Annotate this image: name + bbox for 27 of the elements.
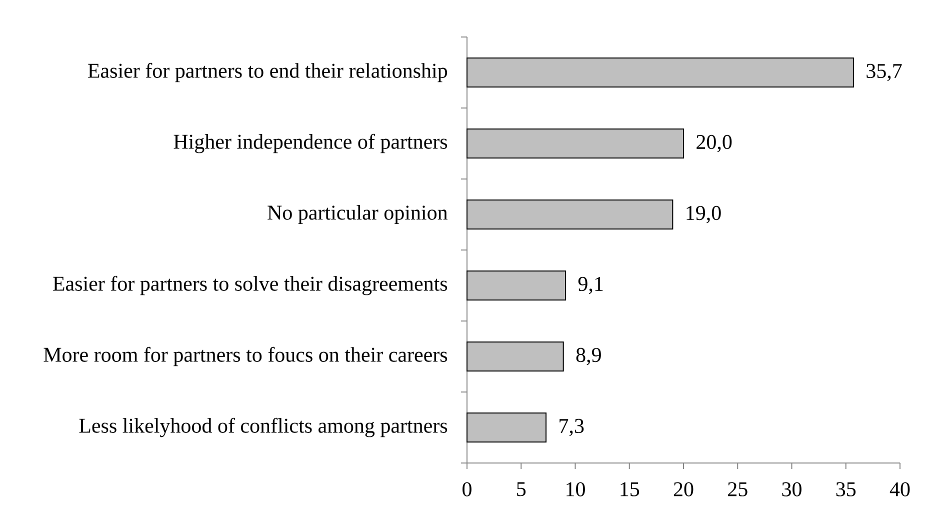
data-label: 35,7 (866, 64, 902, 82)
bar (466, 128, 684, 158)
y-tick-label: Easier for partners to solve their disagreements (53, 276, 448, 296)
y-tick-label: Higher independence of partners (174, 134, 448, 154)
data-label: 20,0 (696, 134, 732, 152)
x-tick-label: 10 (566, 482, 585, 496)
bar (466, 200, 674, 230)
y-tick-label: No particular opinion (268, 204, 448, 224)
bar (466, 342, 564, 372)
data-label: 7,3 (560, 418, 584, 436)
bar (466, 412, 547, 443)
x-tick-label: 35 (836, 482, 856, 496)
y-tick-label: Easier for partners to end their relationship (88, 62, 448, 82)
x-tick-label: 0 (462, 482, 472, 496)
y-tick-label: More room for partners to foucs on their careers (44, 346, 448, 366)
data-label: 9,1 (578, 276, 603, 294)
x-tick-label: 30 (782, 482, 802, 496)
bar (466, 58, 854, 88)
x-tick-label: 25 (728, 482, 748, 496)
data-label: 19,0 (686, 206, 721, 224)
x-tick-label: 5 (517, 482, 526, 496)
x-tick-label: 20 (674, 482, 694, 496)
data-label: 8,9 (576, 348, 601, 366)
x-tick-label: 40 (890, 482, 910, 496)
y-tick-label: Less likelyhood of conflicts among partners (79, 418, 448, 438)
x-tick-label: 15 (620, 482, 640, 496)
bar (466, 270, 566, 301)
